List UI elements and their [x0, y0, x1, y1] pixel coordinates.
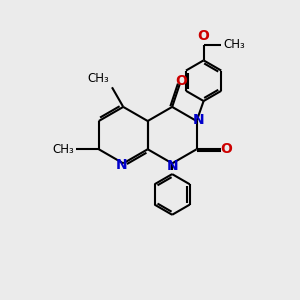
Text: N: N	[116, 158, 128, 172]
Text: O: O	[198, 29, 209, 43]
Text: O: O	[175, 74, 187, 88]
Text: CH₃: CH₃	[52, 143, 74, 156]
Text: CH₃: CH₃	[224, 38, 245, 51]
Text: N: N	[166, 159, 178, 173]
Text: CH₃: CH₃	[88, 72, 110, 85]
Text: N: N	[192, 112, 204, 127]
Text: O: O	[220, 142, 232, 156]
